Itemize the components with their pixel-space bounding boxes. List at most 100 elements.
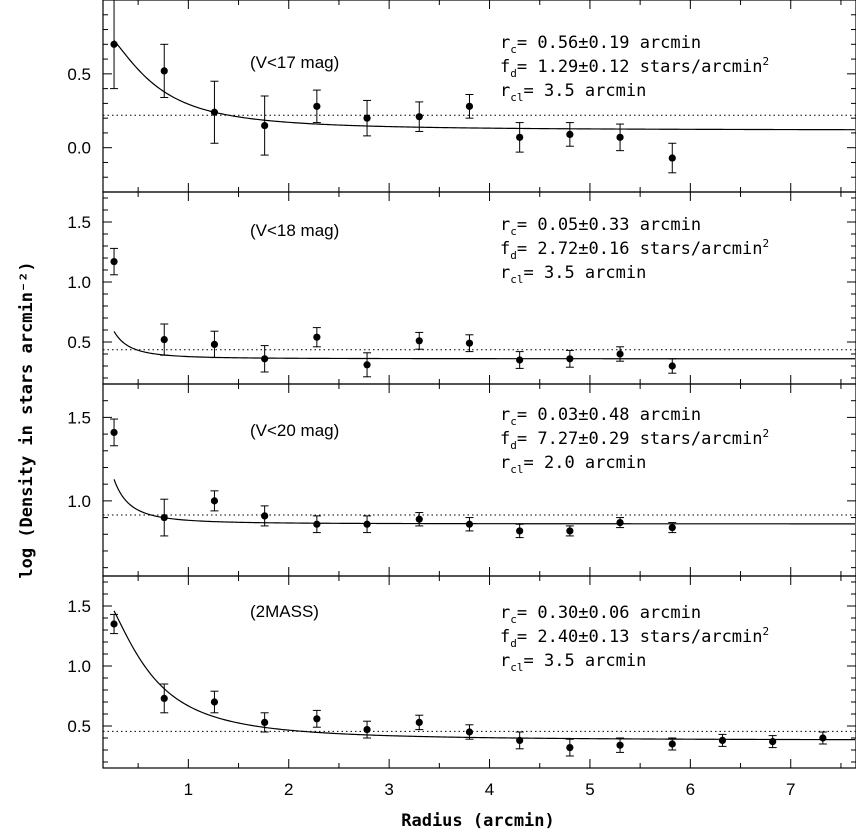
x-tick-label: 4	[485, 780, 494, 799]
param-value: = 0.03±0.48 arcmin	[517, 405, 701, 425]
data-point	[718, 736, 727, 745]
param-symbol: r	[500, 215, 510, 235]
y-tick-label: 1.5	[67, 213, 91, 232]
y-tick-label: 0.5	[67, 333, 91, 352]
data-point	[616, 133, 624, 141]
param-subscript: c	[510, 415, 517, 428]
panel-label: (V<17 mag)	[250, 53, 339, 72]
param-subscript: d	[510, 249, 517, 262]
data-point	[769, 738, 777, 746]
param-value: = 3.5 arcmin	[524, 651, 647, 671]
x-tick-label: 6	[686, 780, 695, 799]
x-tick-label: 2	[284, 780, 293, 799]
data-point	[363, 520, 371, 528]
data-point	[261, 121, 269, 130]
data-point	[819, 734, 827, 742]
data-point	[110, 40, 118, 48]
x-tick-label: 1	[184, 780, 193, 799]
y-tick-label: 1.5	[67, 597, 91, 616]
param-value: = 2.0 arcmin	[524, 453, 647, 473]
param-symbol: r	[500, 81, 510, 101]
data-point	[261, 718, 269, 727]
param-symbol: r	[500, 651, 510, 671]
param-subscript: c	[510, 43, 517, 56]
param-superscript: 2	[763, 237, 770, 250]
param-superscript: 2	[763, 625, 770, 638]
fit-parameter-rcl: rcl= 3.5 arcmin	[500, 651, 646, 674]
param-symbol: f	[500, 627, 510, 647]
fit-parameter-fd: fd= 2.72±0.16 stars/arcmin2	[500, 237, 769, 262]
panel-4: 0.51.01.5 (2MASS) rc= 0.30±0.06 arcminfd= …	[67, 575, 856, 769]
param-symbol: r	[500, 603, 510, 623]
param-symbol: r	[500, 453, 510, 473]
param-value: = 3.5 arcmin	[524, 263, 647, 283]
data-point	[363, 114, 371, 122]
fit-parameter-rc: rc= 0.03±0.48 arcmin	[500, 405, 701, 428]
data-point	[668, 362, 676, 370]
panel-frame	[102, 0, 856, 193]
param-subscript: cl	[510, 91, 523, 104]
fit-parameter-rc: rc= 0.05±0.33 arcmin	[500, 215, 701, 238]
data-point	[415, 337, 423, 345]
data-point	[516, 736, 524, 745]
x-axis-title: Radius (arcmin)	[401, 811, 555, 831]
panel-1: 0.00.5(V<17 mag)rc= 0.56±0.19 arcminfd= …	[67, 0, 856, 193]
data-point	[465, 339, 474, 347]
fit-parameter-fd: fd= 2.40±0.13 stars/arcmin2	[500, 625, 769, 650]
param-value: = 0.05±0.33 arcmin	[517, 215, 701, 235]
data-point	[160, 336, 168, 344]
param-subscript: cl	[510, 463, 523, 476]
panel-frame	[102, 191, 856, 385]
data-point	[313, 333, 321, 341]
fit-parameter-rc: rc= 0.56±0.19 arcmin	[500, 33, 701, 56]
fit-curve	[113, 331, 855, 360]
data-point	[566, 744, 574, 752]
fit-parameter-rcl: rcl= 3.5 arcmin	[500, 81, 646, 104]
data-point	[110, 620, 118, 628]
data-point	[160, 513, 168, 522]
data-point	[415, 718, 423, 727]
data-point	[465, 728, 474, 736]
data-point	[566, 355, 574, 363]
data-point	[668, 154, 676, 162]
data-point	[210, 698, 219, 706]
data-point	[261, 355, 269, 363]
param-symbol: f	[500, 239, 510, 259]
param-subscript: c	[510, 225, 517, 238]
fit-parameter-rc: rc= 0.30±0.06 arcmin	[500, 603, 701, 626]
data-point	[415, 113, 423, 121]
param-symbol: r	[500, 33, 510, 53]
fit-curve	[113, 610, 855, 741]
data-point	[516, 356, 524, 364]
panel-frame	[102, 383, 856, 577]
data-point	[516, 133, 524, 141]
param-value: = 7.27±0.29 stars/arcmin	[517, 429, 763, 449]
param-symbol: r	[500, 263, 510, 283]
fit-parameter-rcl: rcl= 3.5 arcmin	[500, 263, 646, 286]
data-point	[363, 726, 371, 734]
x-tick-label: 5	[585, 780, 594, 799]
data-point	[415, 515, 423, 523]
data-point	[210, 340, 219, 348]
y-axis-title: log (Density in stars arcmin⁻²)	[17, 261, 37, 578]
panel-label: (V<18 mag)	[250, 221, 339, 240]
fit-curve	[113, 479, 855, 525]
data-point	[110, 428, 118, 437]
data-point	[160, 694, 168, 703]
y-tick-label: 0.5	[67, 717, 91, 736]
data-point	[465, 520, 474, 528]
param-value: = 3.5 arcmin	[524, 81, 647, 101]
param-value: = 1.29±0.12 stars/arcmin	[517, 57, 763, 77]
data-point	[313, 102, 321, 110]
y-tick-label: 1.0	[67, 273, 91, 292]
param-symbol: r	[500, 405, 510, 425]
data-point	[210, 108, 219, 116]
fit-parameter-rcl: rcl= 2.0 arcmin	[500, 453, 646, 476]
param-subscript: d	[510, 439, 517, 452]
param-superscript: 2	[763, 55, 770, 68]
data-point	[566, 130, 574, 138]
panels-layer: 0.00.5(V<17 mag)rc= 0.56±0.19 arcminfd= …	[67, 0, 856, 769]
data-point	[516, 527, 524, 535]
panel-2: 0.51.01.5 (V<18 mag) rc= 0.05±0.33 arcminf…	[67, 191, 856, 385]
